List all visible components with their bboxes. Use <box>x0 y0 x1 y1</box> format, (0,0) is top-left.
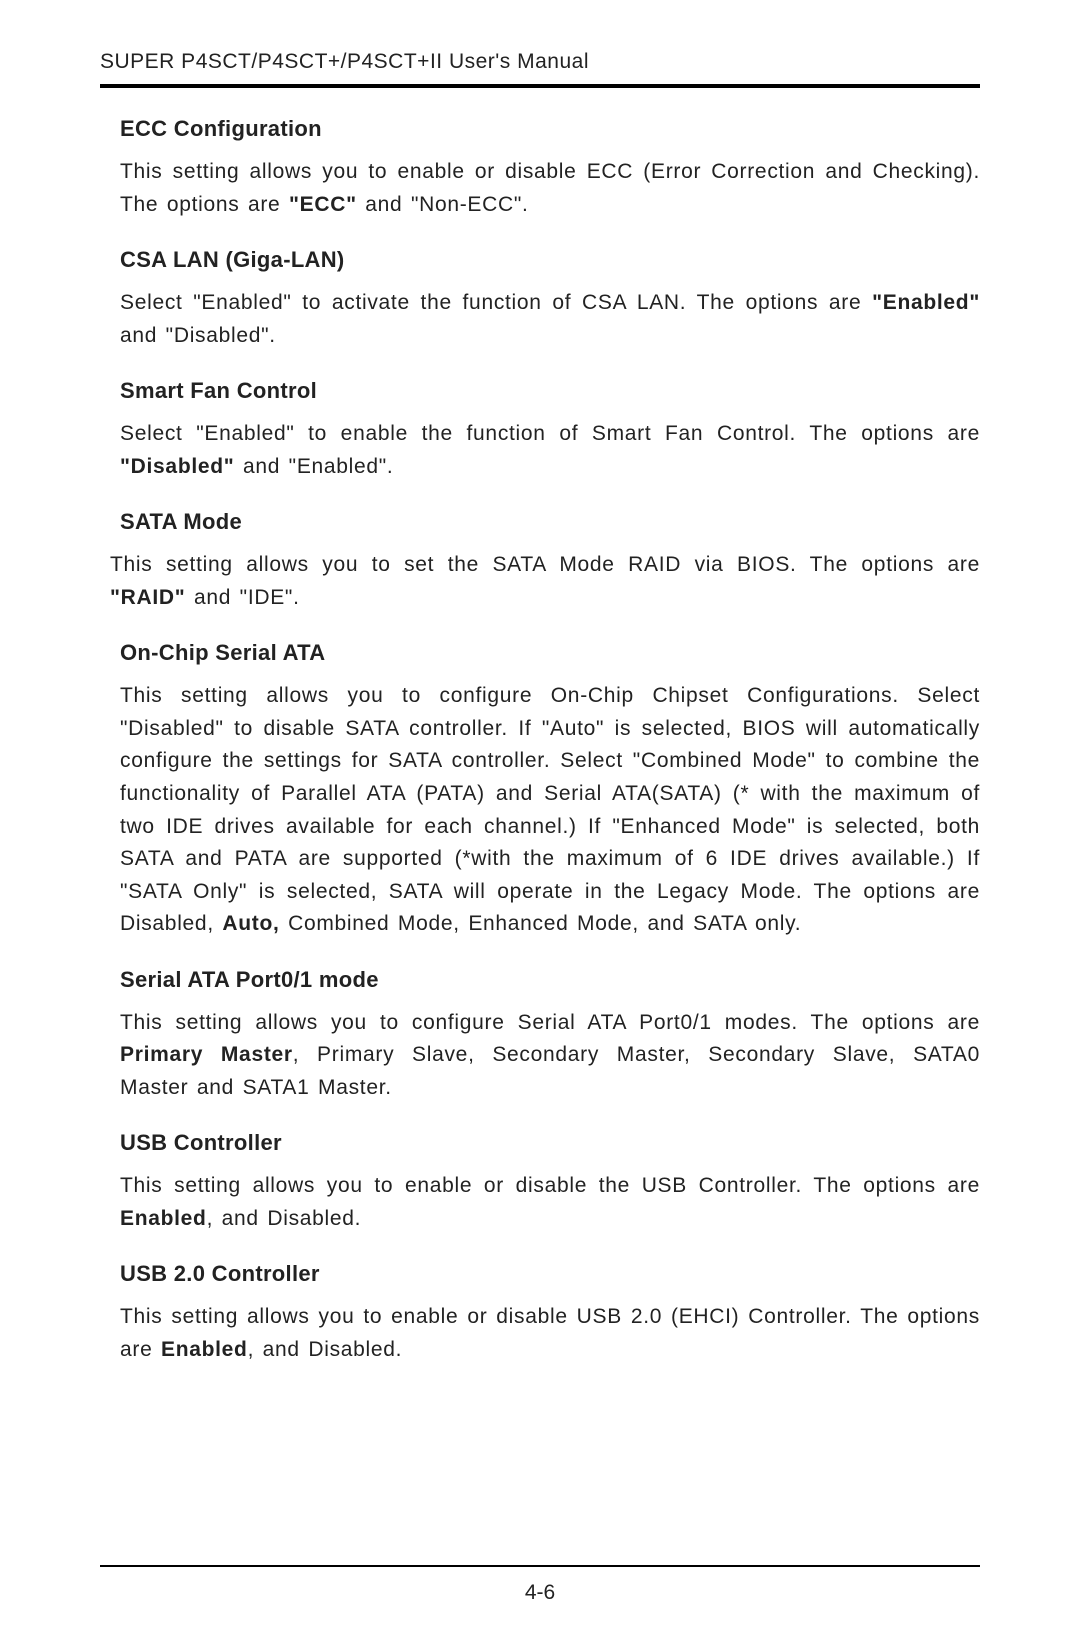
bold-option: Enabled <box>120 1207 207 1230</box>
body-smart-fan: Select "Enabled" to enable the function … <box>120 418 980 483</box>
text: and "IDE". <box>185 586 299 609</box>
text: , and Disabled. <box>248 1338 403 1361</box>
bold-option: "Disabled" <box>120 455 234 478</box>
text: This setting allows you to enable or dis… <box>120 160 980 216</box>
body-csa-lan: Select "Enabled" to activate the functio… <box>120 287 980 352</box>
text: This setting allows you to enable or dis… <box>120 1174 980 1197</box>
text: Select "Enabled" to activate the functio… <box>120 291 872 314</box>
heading-ecc: ECC Configuration <box>120 116 980 142</box>
heading-smart-fan: Smart Fan Control <box>120 378 980 404</box>
bold-option: Primary Master <box>120 1043 293 1066</box>
heading-usb2-controller: USB 2.0 Controller <box>120 1261 980 1287</box>
text: This setting allows you to configure On-… <box>120 684 980 935</box>
heading-onchip-sata: On-Chip Serial ATA <box>120 640 980 666</box>
body-serial-ata-port: This setting allows you to configure Ser… <box>120 1007 980 1105</box>
body-usb-controller: This setting allows you to enable or dis… <box>120 1170 980 1235</box>
heading-serial-ata-port: Serial ATA Port0/1 mode <box>120 967 980 993</box>
text: This setting allows you to set the SATA … <box>110 553 980 576</box>
body-ecc: This setting allows you to enable or dis… <box>120 156 980 221</box>
page-footer: 4-6 <box>100 1565 980 1605</box>
body-usb2-controller: This setting allows you to enable or dis… <box>120 1301 980 1366</box>
heading-sata-mode: SATA Mode <box>120 509 980 535</box>
heading-csa-lan: CSA LAN (Giga-LAN) <box>120 247 980 273</box>
heading-usb-controller: USB Controller <box>120 1130 980 1156</box>
page-header: SUPER P4SCT/P4SCT+/P4SCT+II User's Manua… <box>100 50 980 88</box>
text: , and Disabled. <box>207 1207 362 1230</box>
text: and "Disabled". <box>120 324 276 347</box>
text: Select "Enabled" to enable the function … <box>120 422 980 445</box>
text: and "Non-ECC". <box>357 193 529 216</box>
bold-option: "RAID" <box>110 586 185 609</box>
text: and "Enabled". <box>234 455 393 478</box>
text: Combined Mode, Enhanced Mode, and SATA o… <box>280 912 802 935</box>
bold-option: Auto, <box>222 912 279 935</box>
page-number: 4-6 <box>525 1581 555 1604</box>
body-sata-mode: This setting allows you to set the SATA … <box>110 549 980 614</box>
manual-page: SUPER P4SCT/P4SCT+/P4SCT+II User's Manua… <box>0 0 1080 1650</box>
bold-option: Enabled <box>161 1338 248 1361</box>
text: This setting allows you to configure Ser… <box>120 1011 980 1034</box>
body-onchip-sata: This setting allows you to configure On-… <box>120 680 980 940</box>
bold-option: "ECC" <box>289 193 357 216</box>
bold-option: "Enabled" <box>872 291 980 314</box>
